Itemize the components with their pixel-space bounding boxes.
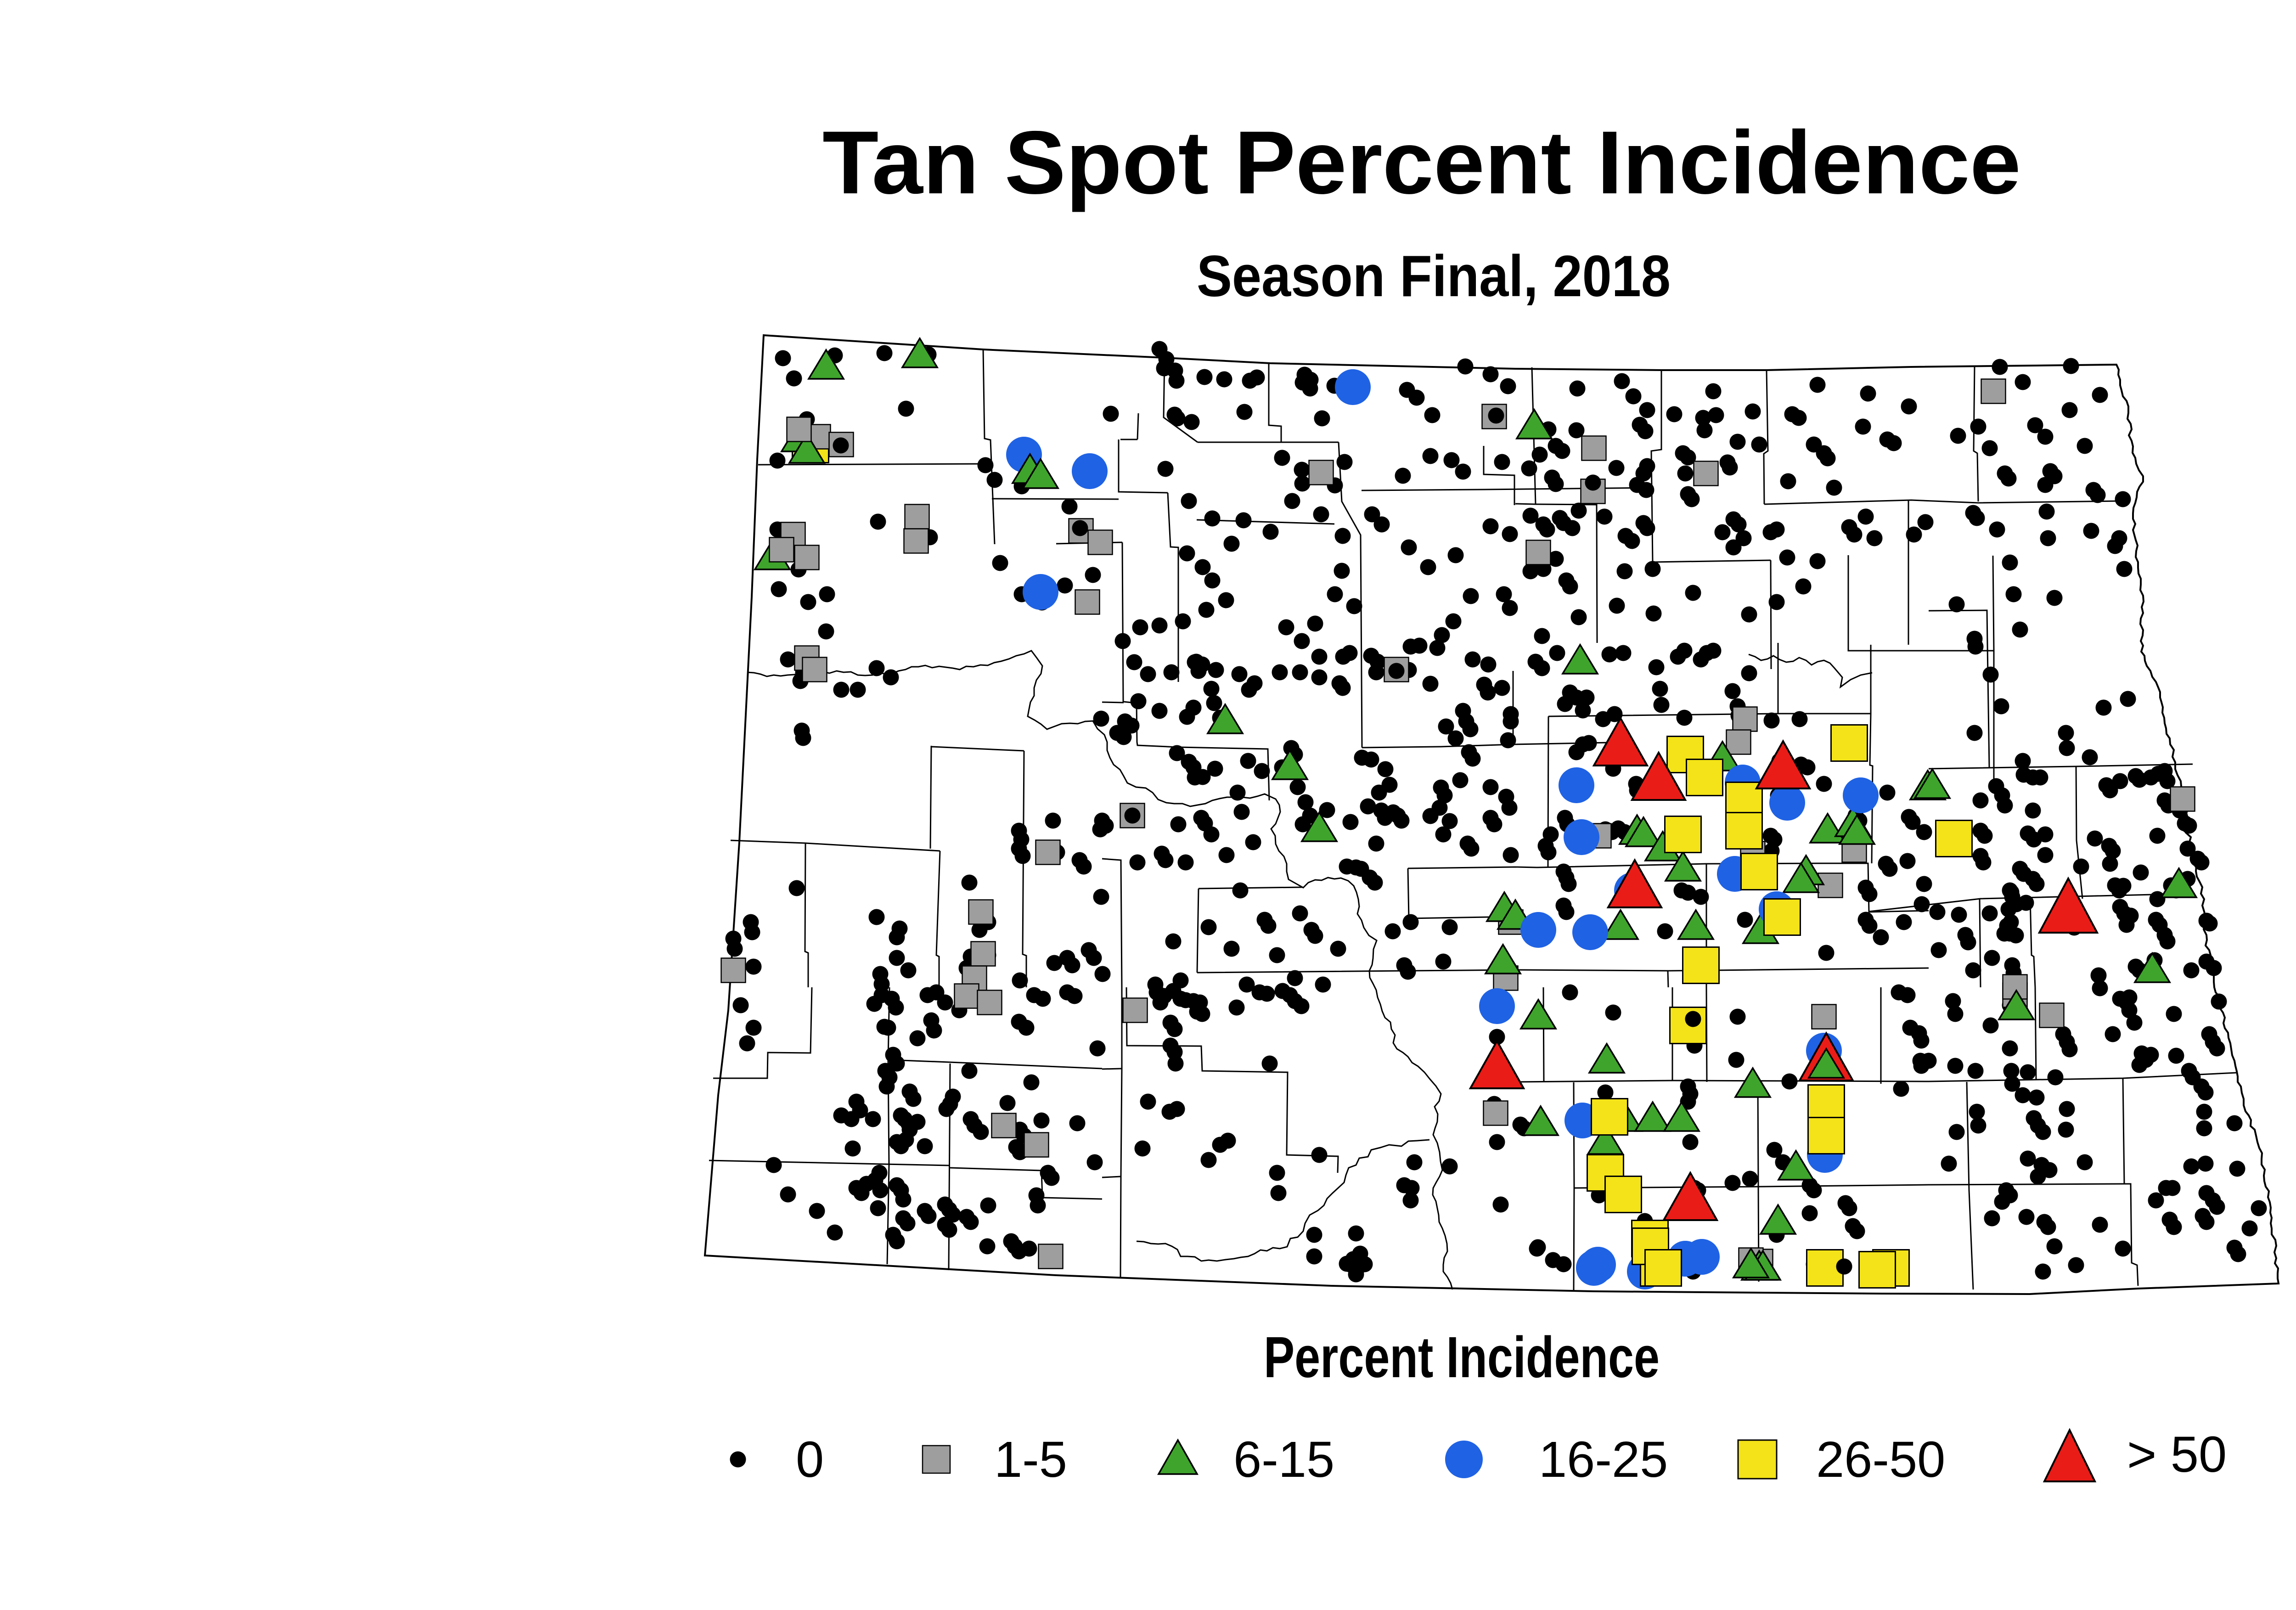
svg-text:0: 0 [796,1431,824,1488]
svg-text:Percent Incidence: Percent Incidence [1264,1325,1660,1390]
svg-text:> 50: > 50 [2127,1426,2227,1483]
svg-text:Season Final, 2018: Season Final, 2018 [1197,243,1671,309]
svg-text:1-5: 1-5 [994,1431,1067,1488]
svg-text:26-50: 26-50 [1816,1431,1945,1488]
svg-text:Tan Spot Percent Incidence: Tan Spot Percent Incidence [822,113,2021,213]
svg-text:6-15: 6-15 [1233,1431,1334,1488]
svg-text:16-25: 16-25 [1539,1431,1668,1488]
